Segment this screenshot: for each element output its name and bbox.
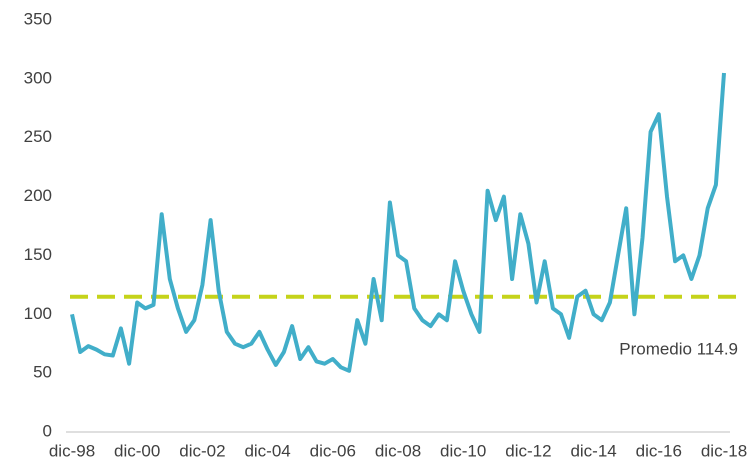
y-tick-label: 150 — [24, 245, 52, 264]
y-tick-label: 200 — [24, 186, 52, 205]
x-tick-label: dic-02 — [179, 441, 225, 460]
x-tick-label: dic-06 — [310, 441, 356, 460]
x-tick-label: dic-98 — [49, 441, 95, 460]
x-tick-label: dic-16 — [636, 441, 682, 460]
y-tick-label: 50 — [33, 363, 52, 382]
y-tick-label: 300 — [24, 68, 52, 87]
x-tick-label: dic-10 — [440, 441, 486, 460]
x-tick-label: dic-00 — [114, 441, 160, 460]
x-tick-label: dic-08 — [375, 441, 421, 460]
x-tick-label: dic-14 — [570, 441, 616, 460]
y-tick-label: 250 — [24, 127, 52, 146]
average-label: Promedio 114.9 — [619, 339, 738, 358]
y-tick-label: 100 — [24, 304, 52, 323]
x-tick-label: dic-04 — [244, 441, 290, 460]
x-tick-label: dic-12 — [505, 441, 551, 460]
y-tick-label: 0 — [43, 421, 52, 440]
y-tick-label: 350 — [24, 9, 52, 28]
series-line — [70, 72, 726, 373]
x-tick-label: dic-18 — [701, 441, 747, 460]
